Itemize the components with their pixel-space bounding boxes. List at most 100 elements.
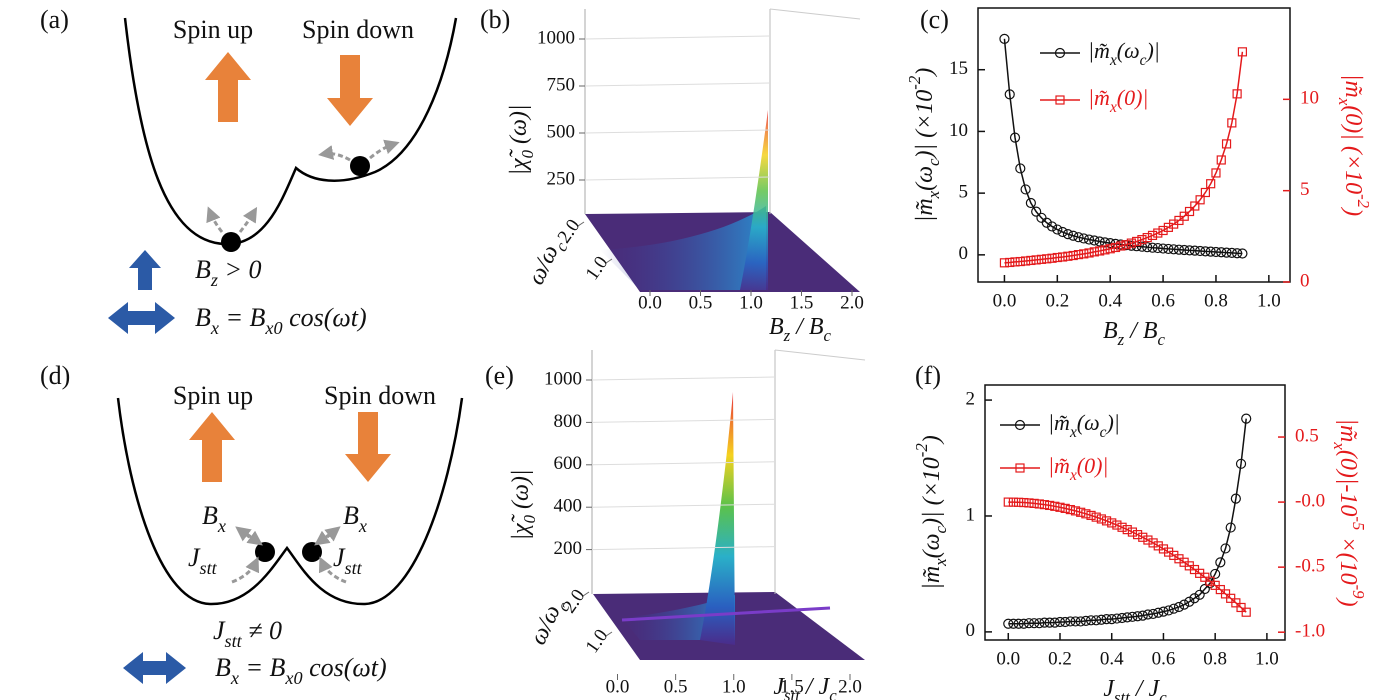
point <box>999 258 1010 268</box>
point <box>1091 512 1101 522</box>
field-label: Bx = Bx0 cos(ωt) <box>195 303 367 338</box>
text-part: / B <box>790 314 824 340</box>
text-part: x <box>1109 52 1117 69</box>
text-part: -2 <box>1354 194 1373 209</box>
x-tick-label: 1.0 <box>1255 648 1279 669</box>
text-part: ) <box>912 68 938 78</box>
point <box>1241 607 1251 617</box>
field-label: Bx <box>343 501 367 536</box>
x-tick-label: 0.0 <box>993 290 1017 311</box>
x-tick-label: 2.0 <box>840 292 864 313</box>
point <box>1164 547 1174 557</box>
point <box>1106 614 1117 625</box>
x-axis-label: Jstt / Jc <box>1103 676 1167 700</box>
y-tick <box>605 631 613 637</box>
text-part: c <box>931 525 950 533</box>
point <box>1211 168 1221 178</box>
point <box>1046 221 1058 232</box>
text-part: (ω <box>912 166 938 191</box>
surface-ridge <box>621 606 831 622</box>
point <box>1195 195 1205 205</box>
text-part: J <box>773 674 785 700</box>
point <box>1095 246 1105 256</box>
point <box>1099 237 1111 248</box>
point <box>1230 493 1241 504</box>
point <box>1089 235 1100 246</box>
point <box>1060 616 1071 628</box>
y2-tick-label: 0 <box>1300 270 1310 291</box>
point <box>1003 497 1013 507</box>
z-tick-label: 1000 <box>544 368 582 389</box>
y-tick-label: 15 <box>949 58 968 79</box>
plot-frame <box>977 7 1291 283</box>
legend-label: |m̃x(0)| <box>1088 85 1148 116</box>
point <box>1189 245 1200 256</box>
point <box>1078 233 1089 244</box>
point <box>1220 543 1231 554</box>
text-part: x0 <box>264 318 282 338</box>
point <box>1101 516 1112 526</box>
text-part: c <box>824 326 832 345</box>
y2-axis-label: |m̃x(0)|-10-5 ×(10-9) <box>1330 418 1368 606</box>
point <box>1105 244 1115 254</box>
text-part: (0)| <box>1077 453 1109 478</box>
point <box>1215 557 1226 568</box>
point <box>1075 616 1086 627</box>
point <box>1023 618 1035 629</box>
text-part: )| <box>1104 410 1119 435</box>
text-part: z <box>783 326 791 345</box>
text-part: cos(ωt) <box>283 303 367 332</box>
series-line <box>1003 38 1243 255</box>
text-part: (0)| (×10 <box>1340 105 1366 194</box>
point <box>1052 224 1063 235</box>
motion-arrow <box>243 530 263 546</box>
text-part: c <box>829 686 837 700</box>
text-part: )| (×10 <box>919 457 945 528</box>
spin-label: Spin down <box>302 15 414 44</box>
grid-line <box>591 503 776 508</box>
motion-arrow <box>369 139 400 160</box>
point <box>1205 246 1216 257</box>
point <box>1020 256 1031 266</box>
point <box>1210 246 1222 258</box>
point <box>1062 229 1073 240</box>
y2-tick-label: 5 <box>1300 179 1310 200</box>
grid-line <box>591 376 776 381</box>
x-tick-label: 1.0 <box>739 292 763 313</box>
text-part: |m̃ <box>1048 410 1070 435</box>
text-part: (ω <box>1077 410 1100 435</box>
point <box>1014 497 1024 507</box>
point <box>1049 617 1060 628</box>
point <box>1008 618 1019 629</box>
point <box>1184 245 1195 256</box>
text-part: B <box>1103 318 1118 344</box>
spin-ball <box>302 542 322 562</box>
grid-line <box>591 461 776 466</box>
point <box>1184 596 1195 607</box>
y-tick-label: 0 <box>959 243 969 264</box>
text-part: cos(ωt) <box>303 653 387 682</box>
point <box>1163 605 1174 616</box>
text-part: (ω)| <box>506 104 532 150</box>
point <box>1045 500 1055 511</box>
point <box>1227 118 1237 128</box>
text-part: -2 <box>912 443 931 458</box>
grid-line <box>591 546 776 551</box>
spin-ball <box>255 542 275 562</box>
text-part: x <box>1069 424 1077 441</box>
field-label: Bz > 0 <box>195 255 262 290</box>
y-tick-label: 5 <box>959 181 969 202</box>
legend-marker <box>1054 47 1066 59</box>
point <box>1147 230 1158 241</box>
y-tick-label: 2 <box>966 388 976 409</box>
text-part: -2 <box>905 75 924 90</box>
legend-label: |m̃x(0)| <box>1048 453 1108 484</box>
point <box>1232 248 1243 259</box>
x-tick-label: 0.4 <box>1098 290 1122 311</box>
x-tick-label: 1.0 <box>1257 290 1281 311</box>
y-axis-label: |m̃x(ωc)| (×10-2) <box>905 68 943 223</box>
text-part: B <box>195 255 211 284</box>
text-part: stt <box>1114 688 1130 700</box>
text-part: stt <box>225 631 243 651</box>
